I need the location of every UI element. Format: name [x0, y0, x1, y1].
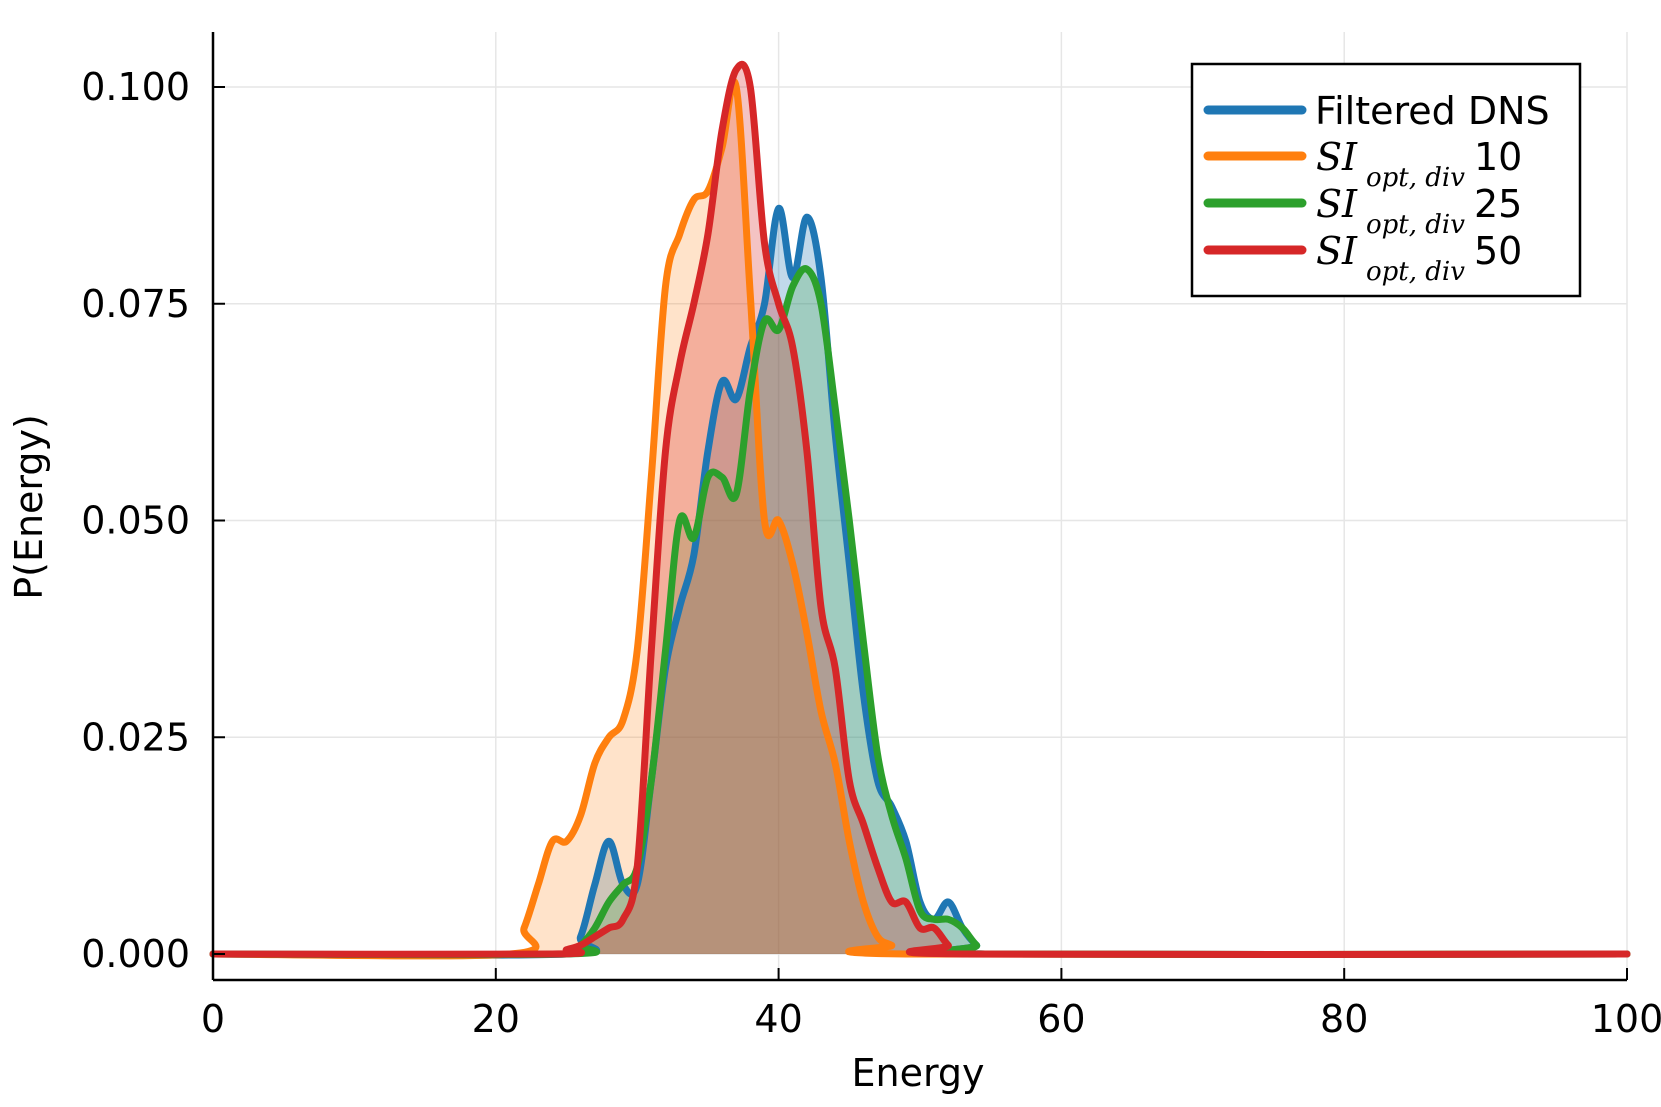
legend-label-base-3: SI [1316, 229, 1358, 273]
x-tick-label: 60 [1037, 997, 1085, 1041]
legend-label-base-2: SI [1316, 182, 1358, 226]
y-tick-label: 0.000 [81, 932, 190, 976]
ticks: 0 20 40 60 80 100 0.000 0.025 0.050 0.075 0.100 [81, 65, 1661, 1041]
x-tick-label: 100 [1591, 997, 1661, 1041]
series-line-0 [209, 204, 1631, 959]
x-axis-label: Energy [851, 1051, 984, 1095]
x-tick-label: 40 [754, 997, 802, 1041]
legend-label-suffix-2: 25 [1474, 182, 1522, 226]
y-tick-label: 0.075 [81, 282, 190, 326]
legend-label-0: Filtered DNS [1315, 89, 1550, 133]
x-tick-label: 20 [472, 997, 520, 1041]
series-line-3 [209, 60, 1631, 959]
series-lines [209, 60, 1631, 960]
y-tick-label: 0.025 [81, 715, 190, 759]
x-tick-label: 0 [201, 997, 225, 1041]
series-line-2 [209, 265, 1631, 959]
legend-label-sub-2: opt, div [1366, 210, 1465, 240]
legend-box [1190, 62, 1582, 298]
series-fill-2 [213, 268, 1627, 955]
legend-label-suffix-3: 50 [1474, 229, 1522, 273]
y-tick-label: 0.100 [81, 65, 190, 109]
y-tick-label: 0.050 [81, 499, 190, 543]
legend-label-suffix-1: 10 [1474, 135, 1522, 179]
legend-label-sub-3: opt, div [1366, 257, 1465, 287]
series-fill-0 [213, 208, 1627, 956]
legend-label-base-1: SI [1316, 135, 1358, 179]
x-tick-label: 80 [1320, 997, 1368, 1041]
axes [211, 32, 1627, 982]
legend-label-sub-1: opt, div [1366, 163, 1465, 193]
y-axis-label: P(Energy) [7, 414, 51, 600]
